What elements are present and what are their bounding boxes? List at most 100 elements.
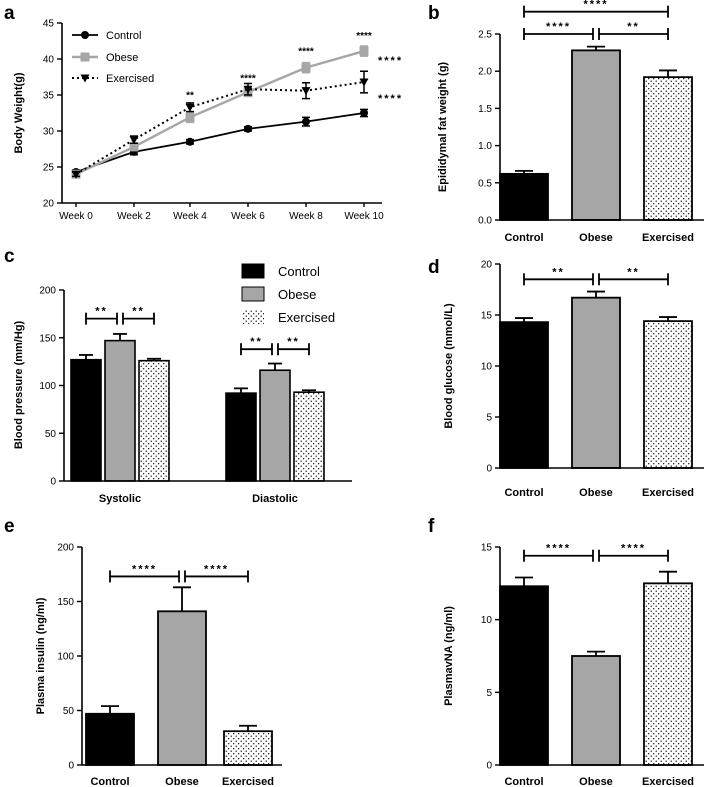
panel-a-body-weight: a 20 25 30 35 40 45 Body Weight(g) Week 0 Week 2 W… — [4, 3, 403, 222]
marker-exercised — [243, 85, 253, 94]
series-line-obese — [75, 49, 365, 176]
marker-exercised — [301, 87, 311, 96]
y-axis-title: Epididymal fat weight (g) — [437, 62, 449, 193]
x-category-label: Control — [504, 487, 543, 499]
y-tick-label: 0.0 — [478, 216, 492, 227]
significance-label: ** — [186, 91, 194, 102]
legend-label: Exercised — [106, 73, 154, 85]
y-tick-label: 0 — [50, 477, 56, 488]
y-axis-title: PlasmavNA (ng/ml) — [443, 606, 455, 706]
significance-label: ** — [627, 21, 640, 33]
panel-label: e — [4, 516, 15, 537]
y-tick-label: 0.5 — [478, 178, 492, 189]
y-tick-label: 50 — [45, 429, 57, 440]
bar-exercised — [643, 320, 693, 469]
y-tick-label: 2.5 — [478, 30, 492, 41]
x-category-label: Exercised — [222, 776, 274, 787]
series-line-exercised — [75, 81, 365, 176]
bar-systolic-control — [70, 358, 102, 482]
y-tick-label: 0 — [486, 761, 492, 772]
marker-obese — [185, 112, 195, 122]
bar-obese — [571, 655, 621, 766]
legend-marker-exercised — [80, 74, 90, 83]
x-tick-label: Week 0 — [59, 211, 93, 222]
y-tick-label: 200 — [39, 286, 56, 297]
significance-label: **** — [621, 543, 646, 555]
marker-exercised — [129, 136, 139, 145]
marker-obese — [359, 46, 369, 56]
marker-control — [302, 117, 310, 126]
y-tick-label: 40 — [43, 55, 55, 66]
y-tick-label: 20 — [481, 260, 493, 271]
legend-marker-control — [81, 31, 89, 39]
marker-control — [186, 137, 194, 146]
y-tick-label: 10 — [481, 615, 493, 626]
panel-label: d — [428, 257, 440, 278]
panel-label: c — [4, 246, 15, 267]
significance-label: ** — [627, 266, 640, 278]
legend-label: Control — [106, 30, 141, 42]
legend-marker-obese — [80, 52, 90, 62]
y-tick-label: 45 — [43, 19, 55, 30]
bar-obese — [571, 296, 621, 469]
significance-label: **** — [546, 21, 571, 33]
marker-control — [244, 124, 252, 133]
bar-obese — [157, 610, 207, 766]
x-category-label: Diastolic — [252, 493, 298, 505]
y-axis-title: Blood pressure (mm/Hg) — [13, 320, 25, 449]
legend-swatch-exercised — [242, 310, 264, 324]
marker-obese — [129, 142, 139, 152]
significance-label: ** — [95, 306, 108, 318]
x-category-label: Exercised — [642, 487, 694, 499]
legend-label: Obese — [106, 52, 138, 64]
bar-control — [85, 712, 135, 766]
panel-label: f — [428, 516, 435, 537]
y-tick-label: 15 — [481, 311, 493, 322]
x-category-label: Exercised — [642, 232, 694, 244]
x-tick-label: Week 4 — [173, 211, 207, 222]
y-tick-label: 30 — [43, 127, 55, 138]
y-tick-label: 20 — [43, 199, 55, 210]
y-tick-label: 2.0 — [478, 67, 492, 78]
significance-label: **** — [204, 563, 229, 575]
x-tick-label: Week 8 — [289, 211, 323, 222]
x-category-label: Obese — [579, 487, 613, 499]
x-tick-label: Week 10 — [344, 211, 384, 222]
significance-label: **** — [378, 93, 403, 105]
marker-obese — [301, 63, 311, 73]
significance-label: **** — [298, 47, 314, 58]
bar-exercised — [223, 730, 273, 766]
y-tick-label: 1.5 — [478, 104, 492, 115]
panel-label: b — [428, 3, 440, 24]
y-tick-label: 5 — [486, 413, 492, 424]
x-category-label: Control — [90, 776, 129, 787]
bar-exercised — [643, 582, 693, 766]
panel-e-plasma-insulin: e Control Obese Exercised 0 50 100 150 200 Plasma… — [4, 516, 282, 787]
bar-control — [499, 321, 549, 469]
x-category-label: Obese — [579, 776, 613, 787]
legend-label: Exercised — [278, 310, 335, 325]
bar-systolic-exercised — [138, 359, 170, 482]
y-tick-label: 100 — [39, 381, 56, 392]
y-tick-label: 150 — [57, 597, 74, 608]
significance-label: ** — [132, 306, 145, 318]
bar-diastolic-control — [225, 392, 257, 482]
y-tick-label: 5 — [486, 688, 492, 699]
panel-d-blood-glucose: d Control Obese Exercised 0 5 10 15 20 Blood gluc… — [428, 257, 704, 499]
panel-b-epididymal-fat: b Control Obese Exercised 0.0 0.5 1.0 1.5 2.0 2.5… — [428, 0, 704, 244]
y-axis-title: Blood glucose (mmol/L) — [443, 303, 455, 429]
bar-diastolic-exercised — [293, 391, 325, 482]
series-line-control — [75, 112, 365, 173]
legend-swatch-obese — [241, 286, 265, 302]
significance-label: **** — [546, 543, 571, 555]
y-tick-label: 0 — [68, 761, 74, 772]
legend-swatch-control — [241, 263, 265, 279]
marker-exercised — [185, 103, 195, 112]
marker-exercised — [71, 170, 81, 179]
y-tick-label: 25 — [43, 163, 55, 174]
bar-diastolic-obese — [259, 369, 291, 482]
bar-control — [499, 172, 549, 221]
significance-label: **** — [583, 0, 608, 11]
bar-exercised — [643, 76, 693, 221]
